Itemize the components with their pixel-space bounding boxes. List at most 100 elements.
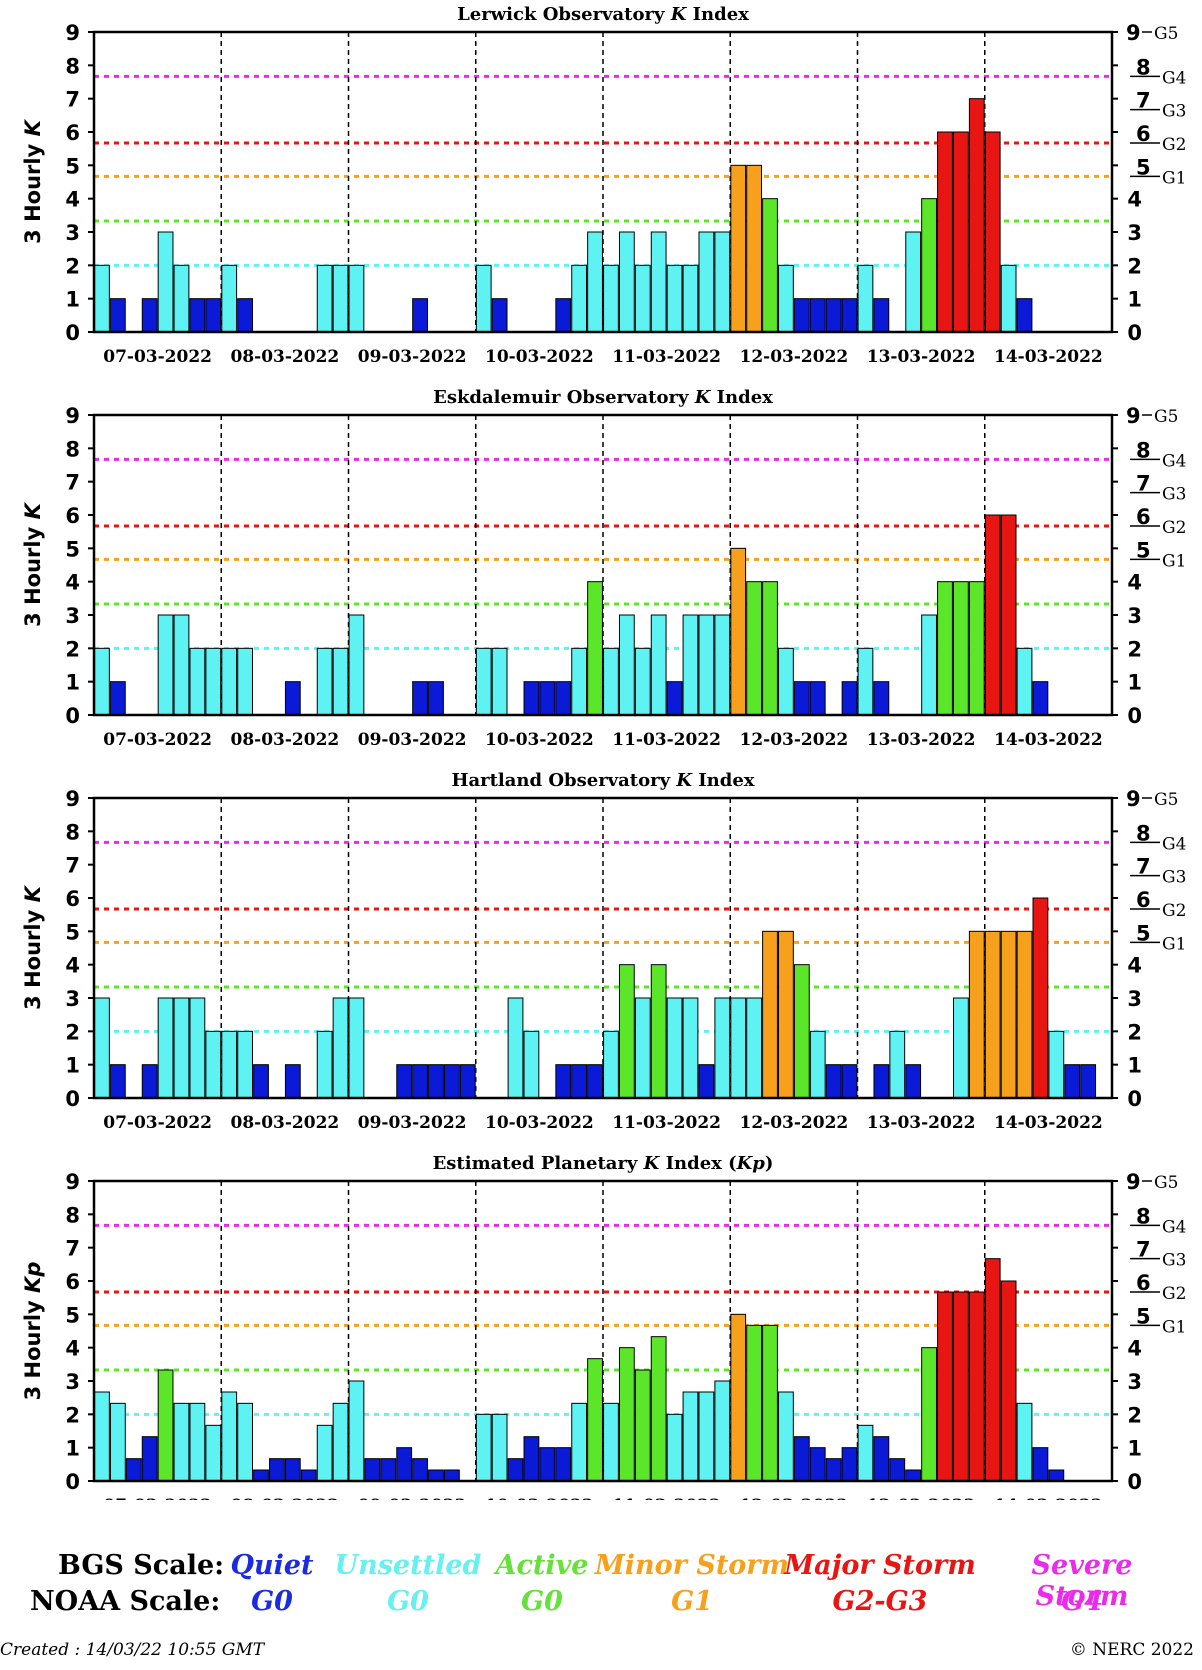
bar: [507, 997, 524, 1099]
y-tick-label-right: 3: [1127, 1370, 1142, 1394]
bar: [348, 997, 365, 1099]
bar: [1000, 1280, 1017, 1482]
bar: [571, 1402, 588, 1482]
noaa-k-label: 6: [1136, 888, 1151, 912]
legend-quiet-noaa: G0: [251, 1586, 293, 1617]
y-tick-label: 2: [65, 1020, 80, 1044]
x-date-label: 13-03-2022: [867, 347, 976, 367]
bar: [205, 647, 222, 716]
bar: [316, 1030, 333, 1099]
bar: [603, 1030, 619, 1099]
noaa-g-label: G2: [1162, 1284, 1186, 1304]
x-date-label: 07-03-2022: [103, 347, 212, 367]
bar: [666, 681, 683, 716]
bar: [1032, 681, 1049, 716]
y-tick-label-right: 2: [1127, 1020, 1142, 1044]
bar: [714, 614, 731, 716]
bar: [109, 298, 126, 333]
bar: [189, 647, 206, 716]
y-tick-label: 5: [65, 154, 80, 178]
legend-severe-storm-noaa: G4: [1061, 1586, 1103, 1617]
noaa-g-label: G3: [1162, 868, 1186, 888]
bar: [571, 264, 588, 333]
bar: [952, 997, 969, 1099]
bar: [125, 1458, 142, 1482]
x-date-label: 10-03-2022: [485, 347, 594, 367]
bar: [332, 1402, 349, 1482]
noaa-g-label: G5: [1154, 407, 1178, 427]
bar: [173, 264, 190, 333]
y-tick-label: 4: [65, 954, 80, 978]
y-tick-label: 7: [65, 88, 80, 112]
bar: [666, 264, 683, 333]
chart-panel-3: Estimated Planetary K Index (Kp) 3 Hourly…: [21, 1153, 1186, 1500]
noaa-k-label: 7: [1136, 855, 1151, 879]
y-tick-label: 3: [65, 987, 80, 1011]
bar: [809, 1447, 826, 1482]
bar: [634, 997, 651, 1099]
bar: [825, 1458, 842, 1482]
bar: [109, 681, 126, 716]
noaa-k-label: 5: [1136, 1304, 1151, 1328]
bar: [523, 1030, 540, 1099]
bar: [634, 647, 651, 716]
noaa-g-label: G2: [1162, 518, 1186, 538]
bar: [94, 647, 110, 716]
x-date-label: 08-03-2022: [231, 730, 340, 750]
bar: [809, 298, 826, 333]
x-date-label: 13-03-2022: [867, 1113, 976, 1133]
bar: [952, 1291, 969, 1482]
y-tick-label-right: 2: [1127, 637, 1142, 661]
x-date-label: 07-03-2022: [103, 730, 212, 750]
bar: [682, 997, 699, 1099]
y-tick-label-right: 4: [1127, 1337, 1142, 1361]
noaa-g-label: G1: [1162, 934, 1186, 954]
bar: [603, 647, 619, 716]
bar: [857, 1424, 874, 1482]
noaa-k-label: 6: [1136, 505, 1151, 529]
y-axis-label: 3 Hourly Kp: [21, 1262, 45, 1401]
bar: [618, 1347, 635, 1482]
bar: [443, 1469, 460, 1482]
bar: [555, 1447, 572, 1482]
bar: [984, 514, 1001, 716]
y-tick-label: 4: [65, 188, 80, 212]
bar: [300, 1469, 317, 1482]
bar: [905, 1469, 922, 1482]
bar: [523, 681, 540, 716]
bar: [173, 1402, 190, 1482]
y-tick-label-right: 4: [1127, 188, 1142, 212]
noaa-g-label: G2: [1162, 135, 1186, 155]
x-date-label: 14-03-2022: [994, 347, 1103, 367]
bar: [173, 614, 190, 716]
bar: [778, 1391, 794, 1482]
bar: [1032, 1447, 1049, 1482]
x-date-label: 08-03-2022: [231, 347, 340, 367]
bar: [889, 1458, 906, 1482]
bar: [475, 1413, 492, 1482]
bar: [284, 681, 301, 716]
bar: [682, 264, 699, 333]
bar: [778, 264, 794, 333]
bar: [714, 1380, 731, 1482]
y-tick-label: 8: [65, 820, 80, 844]
y-tick-label: 1: [65, 288, 80, 312]
bar: [94, 1391, 110, 1482]
noaa-k-label: 7: [1136, 472, 1151, 496]
noaa-g-label: G4: [1162, 451, 1186, 471]
bar: [237, 1030, 254, 1099]
bar: [921, 1347, 937, 1482]
y-tick-label: 4: [65, 571, 80, 595]
y-tick-label-right: 0: [1127, 704, 1142, 728]
legend-minor-storm-noaa: G1: [671, 1586, 713, 1617]
bar: [428, 681, 444, 716]
bar: [682, 1391, 699, 1482]
y-tick-label: 3: [65, 604, 80, 628]
bar: [587, 231, 603, 333]
plot-frame: [92, 30, 1114, 334]
x-date-label: 08-03-2022: [231, 1113, 340, 1133]
bar: [730, 547, 747, 716]
noaa-k-label: 9: [1126, 404, 1141, 428]
legend-unsettled-noaa: G0: [387, 1586, 429, 1617]
bar: [793, 964, 810, 1099]
